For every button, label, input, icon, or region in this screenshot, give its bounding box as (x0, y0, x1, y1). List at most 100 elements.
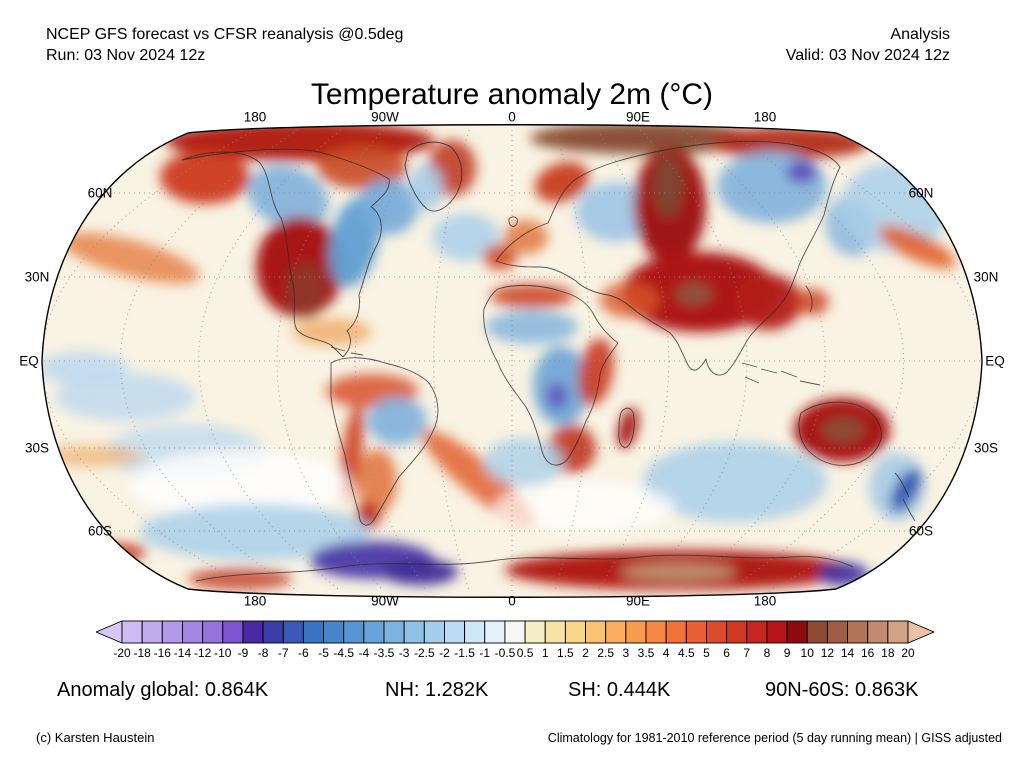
colorbar-tick--9: -9 (237, 646, 249, 660)
region-tibet-brown (676, 283, 712, 305)
colorbar-tick--18: -18 (133, 646, 151, 660)
colorbar-cell-33 (786, 620, 808, 644)
colorbar-tick--0.5: -0.5 (494, 646, 516, 660)
coastline-antarctica (195, 554, 854, 582)
left-axis-label-3: 30S (24, 440, 50, 456)
colorbar-tick--2: -2 (439, 646, 450, 660)
colorbar-tick-2: 2 (582, 646, 589, 660)
colorbar-tick--3: -3 (398, 646, 410, 660)
colorbar-tick--8: -8 (257, 646, 269, 660)
colorbar-tick--3.5: -3.5 (373, 646, 395, 660)
coastline-greenland (404, 141, 463, 212)
colorbar-tick--2.5: -2.5 (413, 646, 435, 660)
colorbar-cell-5 (222, 620, 244, 644)
region-australia-brown (821, 417, 865, 443)
coastline-north-america (181, 148, 390, 358)
region-antarctica-tan-core (620, 563, 736, 581)
colorbar-cell-7 (262, 620, 284, 644)
colorbar-tick-6: 6 (723, 646, 730, 660)
stat-anomaly-global: Anomaly global: 0.864K (57, 679, 269, 701)
colorbar-cell-17 (464, 620, 486, 644)
colorbar-cell-30 (726, 620, 748, 644)
coastline-madagascar (618, 407, 635, 448)
colorbar-cell-38 (887, 620, 909, 644)
colorbar-tick--7: -7 (277, 646, 289, 660)
region-ross-cold-purple (817, 562, 869, 586)
colorbar-cell-20 (524, 620, 546, 644)
stat-nh: NH: 1.282K (385, 679, 489, 701)
colorbar-cell-19 (504, 620, 526, 644)
region-arctic-siberia-brown (530, 124, 760, 154)
colorbar-tick--1.5: -1.5 (454, 646, 475, 660)
bottom-axis-label-0: 180 (243, 593, 267, 609)
colorbar-cell-11 (343, 620, 365, 644)
coastline-south-america (330, 357, 439, 526)
colorbar-tick--20: -20 (113, 646, 131, 660)
region-europe-warm (504, 220, 548, 254)
colorbar-cell-16 (444, 620, 466, 644)
colorbar-cell-21 (544, 620, 566, 644)
coastline-caribbean (330, 346, 364, 356)
region-south-indian-cold (643, 442, 827, 522)
top-axis-label-2: 0 (508, 109, 516, 125)
colorbar-scale (94, 620, 936, 644)
meridian-line-5 (433, 129, 470, 592)
region-argentina-warm (357, 449, 397, 515)
region-us-south-brown (286, 262, 326, 318)
region-east-africa-hot (578, 338, 614, 406)
region-hudson-hot (317, 145, 407, 189)
colorbar-tick-3.5: 3.5 (637, 646, 655, 660)
region-caribbean-warm (292, 318, 372, 346)
stat-90n-60s: 90N-60S: 0.863K (765, 679, 919, 701)
colorbar-tick--4: -4 (358, 646, 370, 660)
colorbar-tick-5: 5 (703, 646, 710, 660)
colorbar-over-arrow (907, 620, 936, 644)
region-arctic-east-hot (710, 127, 870, 159)
region-west-canada-cold (247, 165, 329, 229)
meridian-line-9 (640, 129, 748, 592)
region-north-atlantic-cold (432, 213, 500, 261)
colorbar-cell-18 (484, 620, 506, 644)
stat-sh: SH: 0.444K (568, 679, 671, 701)
left-axis-label-1: 30N (24, 269, 50, 285)
coastline-australia (798, 401, 882, 466)
top-axis-label-3: 90E (625, 109, 651, 125)
region-north-pacific-warm-band (60, 232, 200, 284)
colorbar-cell-37 (867, 620, 889, 644)
region-sahara-cold (486, 310, 578, 344)
colorbar-under-arrow (94, 620, 123, 644)
colorbar-cell-15 (423, 620, 445, 644)
header-right: Analysis Valid: 03 Nov 2024 12z (786, 24, 950, 66)
analysis-label: Analysis (890, 26, 950, 43)
colorbar-cell-26 (645, 620, 667, 644)
colorbar-tick-20: 20 (901, 646, 915, 660)
region-east-siberia-purple (786, 161, 818, 183)
colorbar-tick--5: -5 (318, 646, 329, 660)
header-left: NCEP GFS forecast vs CFSR reanalysis @0.… (46, 24, 403, 66)
region-alaska-hot (160, 150, 250, 204)
region-south-pacific-cold-a (55, 373, 195, 421)
colorbar-cell-14 (403, 620, 425, 644)
colorbar-cell-6 (242, 620, 264, 644)
region-madagascar-hot (617, 407, 639, 449)
region-mideast-warm (600, 282, 660, 318)
left-axis-label-4: 60S (87, 523, 113, 539)
meridian-line-7 (554, 129, 591, 592)
colorbar-tick-9: 9 (783, 646, 791, 660)
meridian-line-10 (682, 129, 826, 592)
map-interior (42, 124, 982, 598)
bottom-axis-label-1: 90W (371, 593, 399, 609)
meridian-line-2 (198, 129, 342, 592)
colorbar-cell-4 (202, 620, 224, 644)
coastline-japan (805, 285, 813, 313)
left-axis-label-0: 60N (87, 185, 113, 201)
region-iberia-hot (483, 244, 517, 270)
colorbar-cell-29 (706, 620, 728, 644)
colorbar-cell-34 (806, 620, 828, 644)
region-labrador-cold (358, 179, 418, 235)
colorbar-tick--1: -1 (479, 646, 491, 660)
colorbar-tick-7: 7 (743, 646, 751, 660)
region-weddell-purple-core (382, 559, 458, 585)
right-axis-label-1: 30N (973, 269, 999, 285)
